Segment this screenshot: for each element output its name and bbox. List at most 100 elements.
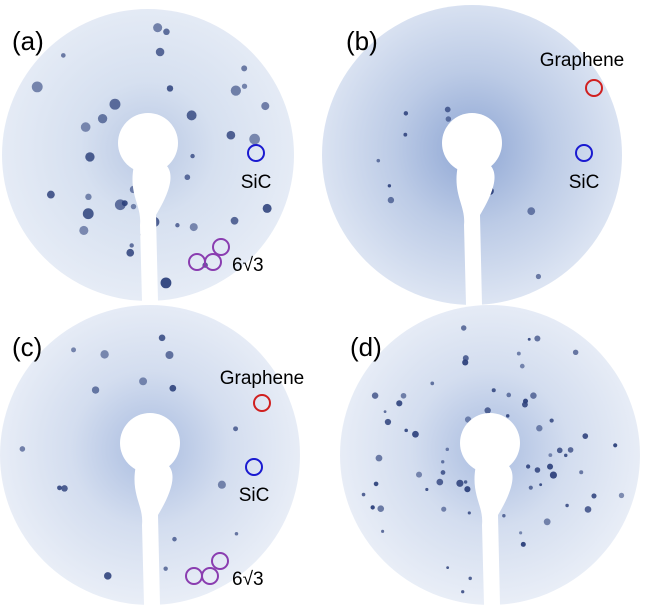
- spot: [92, 386, 99, 393]
- spot: [404, 429, 408, 433]
- spot: [384, 410, 387, 413]
- spot: [441, 460, 444, 463]
- spot: [376, 159, 380, 163]
- annotation: SiC: [241, 172, 272, 193]
- annotation: Graphene: [540, 50, 625, 71]
- spot: [100, 350, 108, 358]
- spot: [536, 425, 542, 431]
- spot: [519, 531, 522, 534]
- spot: [81, 122, 91, 132]
- panel-label: (d): [350, 332, 382, 362]
- annotation: 6√3: [232, 255, 264, 276]
- spot: [126, 249, 134, 257]
- figure: (a) (b) (c) (d) SiC 6√3 Graphene SiC Gra…: [0, 0, 646, 606]
- spot: [573, 350, 578, 355]
- spot: [231, 217, 239, 225]
- spot: [456, 480, 463, 487]
- spot: [129, 243, 133, 247]
- spot: [416, 472, 422, 478]
- spot: [362, 493, 366, 497]
- spot: [98, 114, 107, 123]
- spot: [227, 131, 236, 140]
- spot: [61, 53, 66, 58]
- spot: [591, 493, 596, 498]
- spot: [461, 590, 464, 593]
- spot: [159, 335, 166, 342]
- spot: [539, 483, 542, 486]
- shadow-disc: [442, 113, 502, 173]
- spot: [241, 65, 247, 71]
- spot: [468, 511, 471, 514]
- spot: [165, 351, 173, 359]
- spot: [548, 453, 552, 457]
- spot: [464, 480, 467, 483]
- panel-label: (c): [12, 332, 42, 362]
- spot: [377, 505, 384, 512]
- spot: [613, 443, 617, 447]
- spot: [190, 223, 198, 231]
- spot: [484, 407, 490, 413]
- spot: [233, 426, 238, 431]
- shadow-disc: [460, 413, 520, 473]
- spot: [534, 335, 540, 341]
- spot: [412, 431, 419, 438]
- spot: [550, 471, 557, 478]
- spot: [172, 537, 177, 542]
- spot: [79, 226, 88, 235]
- spot: [557, 448, 563, 454]
- spot: [528, 338, 531, 341]
- spot: [464, 486, 470, 492]
- spot: [61, 485, 68, 492]
- spot: [396, 400, 402, 406]
- spot: [582, 433, 588, 439]
- spot: [83, 208, 94, 219]
- spot: [564, 454, 567, 457]
- shadow-disc: [118, 113, 178, 173]
- spot: [218, 481, 226, 489]
- spot: [169, 385, 176, 392]
- spot: [404, 111, 408, 115]
- spot: [163, 566, 167, 570]
- spot: [261, 102, 269, 110]
- spot: [47, 191, 55, 199]
- spot: [161, 277, 172, 288]
- panel-label: (b): [346, 26, 378, 56]
- spot: [506, 393, 511, 398]
- spot: [468, 577, 471, 580]
- spot: [85, 194, 91, 200]
- diffraction-pattern: [0, 305, 300, 605]
- spot: [430, 382, 434, 386]
- spot: [109, 99, 120, 110]
- spot: [57, 485, 62, 490]
- spot: [139, 377, 147, 385]
- spot: [535, 467, 541, 473]
- spot: [85, 152, 94, 161]
- spot: [536, 274, 541, 279]
- page: {"panels": [ {"label": "(a)", "annotatio…: [0, 0, 646, 606]
- spot: [446, 448, 449, 451]
- spot: [526, 464, 530, 468]
- spot: [374, 482, 379, 487]
- spot: [388, 197, 394, 203]
- spot: [462, 359, 468, 365]
- spot: [231, 85, 241, 95]
- spot: [441, 507, 446, 512]
- spot: [550, 418, 554, 422]
- spot: [131, 204, 136, 209]
- spot: [235, 532, 239, 536]
- panel-label: (a): [12, 26, 44, 56]
- spot: [445, 107, 451, 113]
- spot: [32, 81, 43, 92]
- spot: [425, 488, 428, 491]
- spot: [104, 572, 112, 580]
- spot: [585, 506, 592, 513]
- spot: [187, 110, 197, 120]
- spot: [376, 455, 383, 462]
- spot: [167, 85, 173, 91]
- spot: [122, 200, 128, 206]
- spot: [385, 419, 391, 425]
- spot: [153, 23, 162, 32]
- spot: [401, 393, 407, 399]
- spot: [190, 154, 194, 158]
- spot: [388, 184, 391, 187]
